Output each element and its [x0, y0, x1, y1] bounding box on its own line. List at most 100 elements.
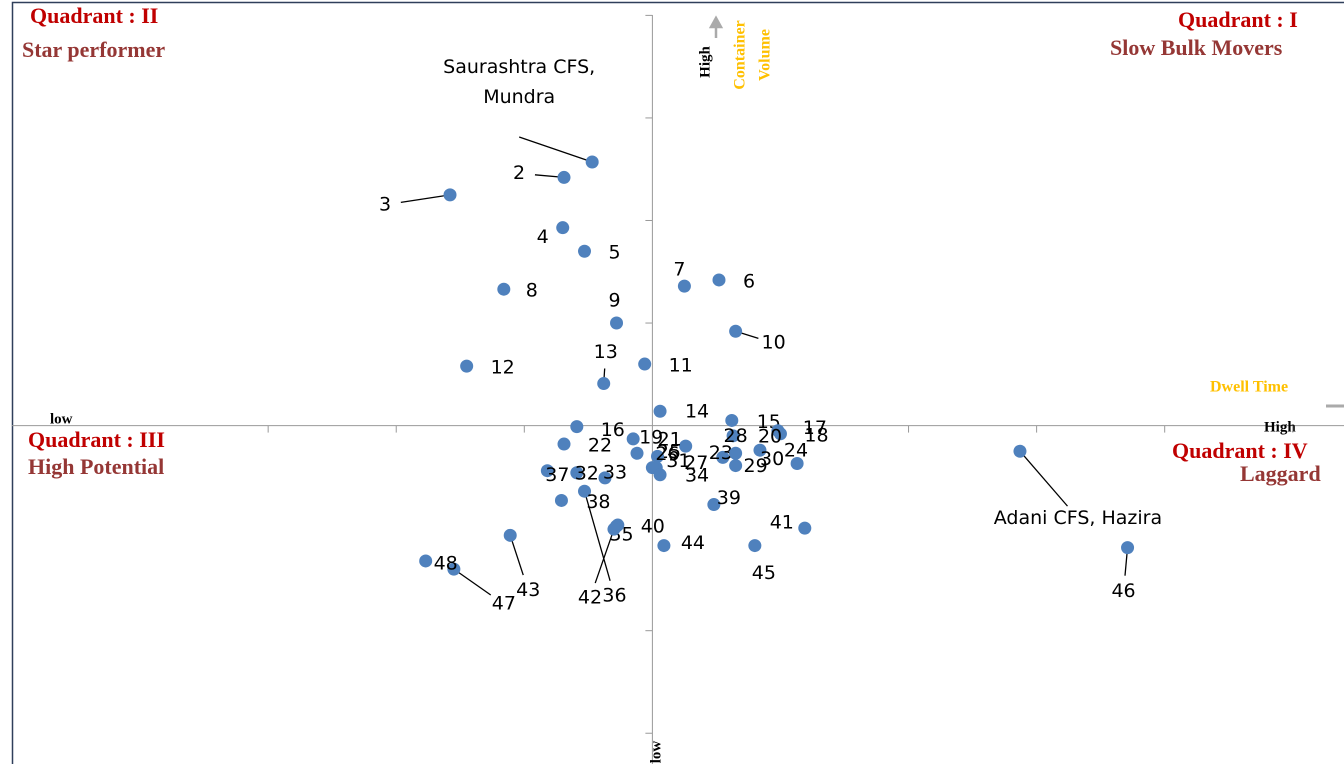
point — [443, 188, 457, 202]
point-label: 7 — [673, 259, 685, 281]
quadrant-title: Quadrant : III — [28, 427, 165, 452]
y-axis-label: Volume — [757, 29, 774, 81]
point-label: 3 — [379, 193, 391, 215]
leader-line — [453, 568, 492, 596]
quadrant-name: Star performer — [22, 37, 165, 62]
point-label: 22 — [588, 435, 612, 457]
point — [653, 468, 667, 482]
point-label: 37 — [545, 464, 569, 486]
quadrant-title: Quadrant : IV — [1172, 438, 1308, 463]
point-label-text: Adani CFS, Hazira — [993, 507, 1163, 530]
point — [630, 446, 644, 460]
point-label: 42 — [578, 587, 602, 609]
point-label: Saurashtra CFS, Mundra — [443, 56, 596, 109]
point-label: 30 — [760, 448, 784, 470]
y-low: low — [648, 741, 664, 764]
point-label: 24 — [784, 440, 808, 462]
point — [607, 522, 621, 536]
point — [651, 449, 665, 463]
point-label: 21 — [658, 429, 682, 451]
point-label: 31 — [666, 450, 690, 472]
quadrant-name: High Potential — [28, 454, 164, 479]
point — [748, 539, 762, 553]
quadrant-title: Quadrant : II — [30, 3, 158, 28]
point-label: 38 — [586, 491, 610, 513]
point — [540, 464, 554, 478]
leader-line — [400, 194, 451, 204]
point-label: 13 — [594, 341, 618, 363]
point — [570, 420, 584, 434]
point-label: 27 — [684, 452, 708, 474]
point-label: 12 — [491, 357, 515, 379]
point — [556, 221, 570, 235]
point-label: 2 — [513, 162, 525, 184]
point-label: 17 — [803, 417, 827, 439]
point-label: 9 — [608, 290, 620, 312]
x-axis-label: Dwell Time — [1210, 379, 1288, 396]
point — [679, 439, 693, 453]
point-label: 4 — [537, 226, 549, 248]
point — [729, 459, 743, 473]
point — [707, 498, 721, 512]
quadrant-name: Laggard — [1240, 461, 1321, 486]
point — [725, 413, 739, 427]
point-label: 10 — [762, 332, 786, 354]
x-low: low — [50, 411, 73, 427]
point — [653, 404, 667, 418]
point-label: 14 — [685, 401, 709, 423]
point-label-text: Saurashtra CFS, Mundra — [443, 56, 596, 109]
point-label: Adani CFS, Hazira — [993, 507, 1163, 530]
point-label: 47 — [492, 593, 516, 615]
point-label: 19 — [639, 426, 663, 448]
point-label: 45 — [752, 562, 776, 584]
point — [557, 170, 571, 184]
point-label: 6 — [743, 270, 755, 292]
point-label: 29 — [744, 455, 768, 477]
point — [497, 282, 511, 296]
point — [1121, 541, 1135, 555]
point — [773, 427, 787, 441]
point — [677, 279, 691, 293]
point-label: 44 — [681, 532, 705, 554]
point — [716, 450, 730, 464]
point-label: 39 — [717, 487, 741, 509]
point — [578, 244, 592, 258]
point — [626, 432, 640, 446]
x-high: High — [1264, 419, 1296, 435]
y-arrow — [708, 15, 724, 38]
point-label: 23 — [709, 442, 733, 464]
point — [598, 471, 612, 485]
point — [597, 377, 611, 391]
point-label: 36 — [602, 585, 626, 607]
point — [753, 443, 767, 457]
point — [460, 359, 474, 373]
point — [729, 324, 743, 338]
point-label: 18 — [804, 424, 828, 446]
point — [657, 539, 671, 553]
y-high: High — [697, 46, 713, 78]
y-axis-label: Container — [732, 20, 749, 89]
leader-line — [583, 491, 611, 582]
point-label: 33 — [603, 461, 627, 483]
point — [578, 484, 592, 498]
point-label: 46 — [1111, 580, 1135, 602]
point — [419, 554, 433, 568]
point-label: 26 — [655, 443, 679, 465]
point — [557, 437, 571, 451]
point-label: 20 — [758, 425, 782, 447]
frame — [11, 1, 1344, 764]
point-label: 43 — [516, 579, 540, 601]
point-label: 41 — [770, 512, 794, 534]
point-label: 16 — [601, 419, 625, 441]
point — [729, 446, 743, 460]
point — [585, 155, 599, 169]
point-label: 11 — [669, 355, 693, 377]
point-label: 40 — [641, 516, 665, 538]
quadrant-name: Slow Bulk Movers — [1110, 35, 1283, 60]
point-label: 8 — [526, 280, 538, 302]
point-label: 5 — [608, 242, 620, 264]
point-label: 28 — [724, 425, 748, 447]
point — [712, 273, 726, 287]
point — [570, 466, 584, 480]
